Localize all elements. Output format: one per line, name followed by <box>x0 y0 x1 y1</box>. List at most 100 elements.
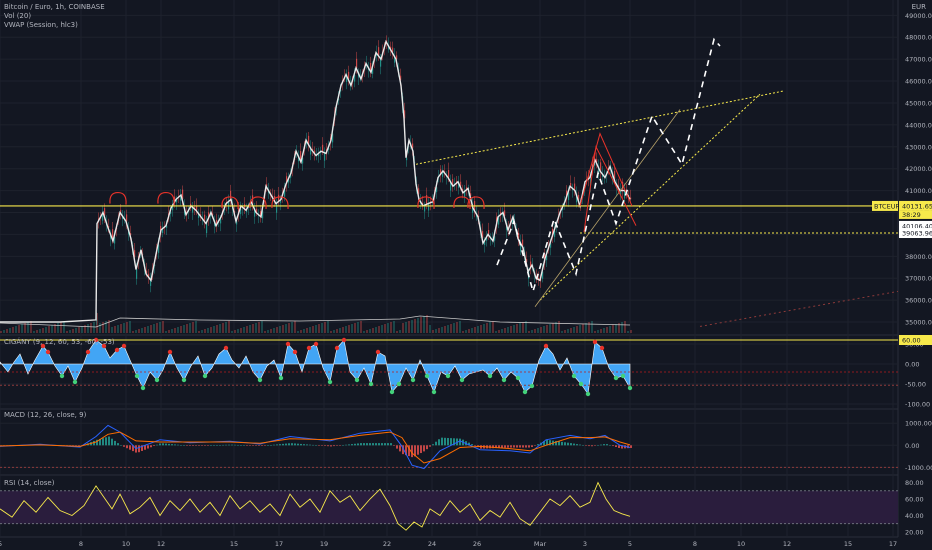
macd-histogram-bar <box>324 445 326 446</box>
macd-histogram-bar <box>576 444 578 446</box>
volume-bar <box>477 326 479 333</box>
volume-bar <box>339 328 341 333</box>
volume-bar <box>288 323 290 333</box>
macd-histogram-bar <box>333 445 335 447</box>
macd-histogram-bar <box>327 445 329 447</box>
volume-bar <box>183 325 185 333</box>
candle-body <box>522 239 524 246</box>
signal-dot-buy <box>327 379 333 385</box>
macd-histogram-bar <box>438 439 440 446</box>
candle-body <box>120 209 122 213</box>
macd-histogram-bar <box>321 445 323 446</box>
macd-histogram-bar <box>234 444 236 446</box>
volume-bar <box>279 326 281 333</box>
rsi-tick-label: 80.00 <box>905 479 924 487</box>
dotted-red-trend <box>699 290 899 327</box>
candle-body <box>310 147 312 155</box>
time-tick-label: 8 <box>693 540 697 548</box>
signal-dot-buy <box>487 373 493 379</box>
candle-body <box>412 143 414 149</box>
volume-bar <box>525 321 527 333</box>
time-tick-label: 19 <box>320 540 328 548</box>
macd-histogram-bar <box>288 443 290 446</box>
volume-bar <box>417 318 419 333</box>
macd-histogram-bar <box>204 445 206 446</box>
volume-bar <box>357 322 359 333</box>
volume-bar <box>504 328 506 333</box>
grid <box>0 0 899 538</box>
candle-body <box>470 193 472 197</box>
candle-body <box>338 98 340 101</box>
candle-body <box>550 243 552 248</box>
volume-bar <box>159 322 161 333</box>
volume-bar <box>591 321 593 333</box>
volume-bar <box>177 327 179 333</box>
volume-bar <box>300 330 302 333</box>
candle-body <box>174 196 176 203</box>
time-tick-label: 12 <box>783 540 791 548</box>
macd-histogram-bar <box>219 445 221 446</box>
signal-dot-buy <box>140 385 146 391</box>
candle-body <box>256 208 258 213</box>
volume-bar <box>327 321 329 333</box>
macd-histogram-bar <box>537 444 539 446</box>
volume-bar <box>579 325 581 333</box>
volume-bar <box>72 329 74 333</box>
macd-histogram-bar <box>222 444 224 446</box>
candle-body <box>628 195 630 196</box>
volume-bar <box>489 322 491 333</box>
candle-body <box>234 211 236 213</box>
volume-bar <box>156 323 158 333</box>
macd-histogram-bar <box>381 443 383 446</box>
volume-bar <box>594 331 596 333</box>
candle-body <box>180 195 182 201</box>
macd-histogram-bar <box>366 443 368 446</box>
macd-tick-label: 0.00 <box>905 442 919 450</box>
macd-histogram-bar <box>339 445 341 446</box>
macd-histogram-bar <box>585 445 587 446</box>
volume-bar <box>390 322 392 333</box>
price-tick-label: 49000.00 <box>905 12 932 20</box>
volume-bar <box>303 329 305 333</box>
price-tick-label: 43000.00 <box>905 143 932 151</box>
candle-body <box>518 232 520 239</box>
volume-bar <box>189 323 191 333</box>
macd-histogram-bar <box>474 445 476 446</box>
candle-body <box>102 214 104 221</box>
signal-line <box>0 431 631 464</box>
macd-histogram-bar <box>348 444 350 446</box>
volume-bar <box>498 330 500 333</box>
volume-bar <box>60 322 62 333</box>
time-tick-label: 26 <box>473 540 481 548</box>
price-axis: 49000.00 48000.00 47000.00 46000.00 45000.00… <box>872 12 932 536</box>
volume-bar <box>324 322 326 333</box>
currency-label[interactable]: EUR <box>911 3 926 11</box>
candle-body <box>204 214 206 221</box>
volume-bar <box>558 321 560 333</box>
macd-histogram-bar <box>561 441 563 446</box>
volume-bar <box>561 331 563 333</box>
candle-body <box>196 205 198 211</box>
macd-histogram-bar <box>114 440 116 446</box>
volume-bar <box>465 330 467 333</box>
candle-body <box>422 202 424 205</box>
macd-histogram-bar <box>522 445 524 448</box>
signal-dot-buy <box>529 383 535 389</box>
circle-mark <box>453 196 471 209</box>
price-tick-label: 44000.00 <box>905 121 932 129</box>
volume-bar <box>387 323 389 333</box>
candle-body <box>134 250 136 258</box>
price-tag-2-bg <box>899 220 932 231</box>
time-tick-label: Mar <box>534 540 547 548</box>
volume-bar <box>453 323 455 333</box>
candle-body <box>442 172 444 177</box>
volume-bar <box>129 321 131 333</box>
macd-histogram-bar <box>468 442 470 446</box>
time-tick-label: 5 <box>0 540 2 548</box>
candle-body <box>600 162 602 171</box>
volume-bar <box>42 328 44 333</box>
ticker-tag: BTCEUR <box>874 202 900 210</box>
macd-histogram-bar <box>444 437 446 446</box>
macd-histogram-bar <box>453 438 455 446</box>
